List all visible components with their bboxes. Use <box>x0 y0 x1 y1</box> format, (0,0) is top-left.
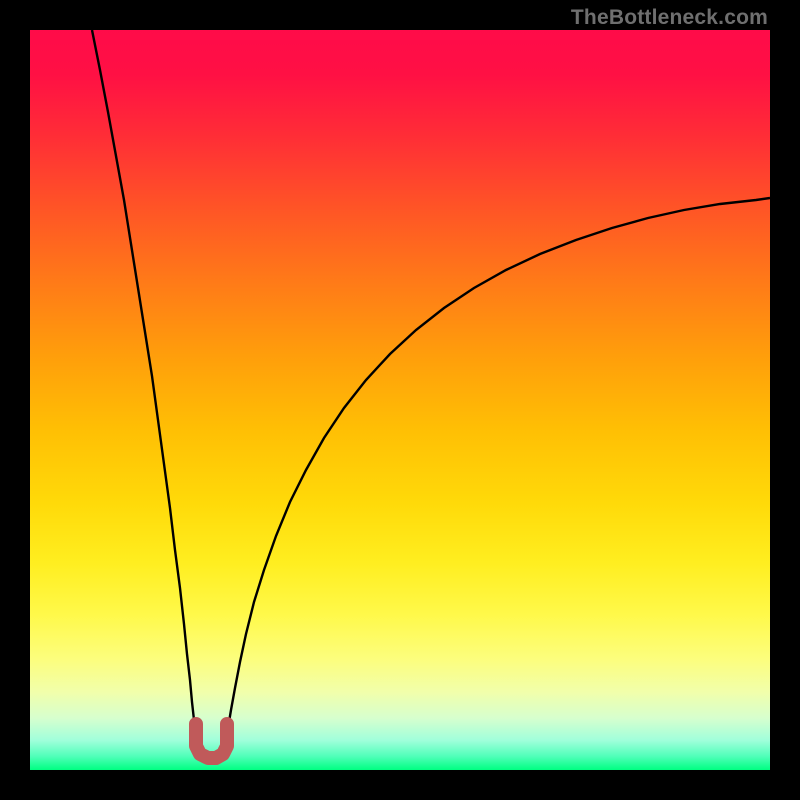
valley-marker <box>196 724 227 758</box>
curve-left <box>92 30 196 740</box>
watermark-text: TheBottleneck.com <box>571 6 768 30</box>
plot-area <box>30 30 770 770</box>
curves-layer <box>30 30 770 770</box>
curve-right <box>226 198 770 740</box>
chart-frame: TheBottleneck.com <box>0 0 800 800</box>
